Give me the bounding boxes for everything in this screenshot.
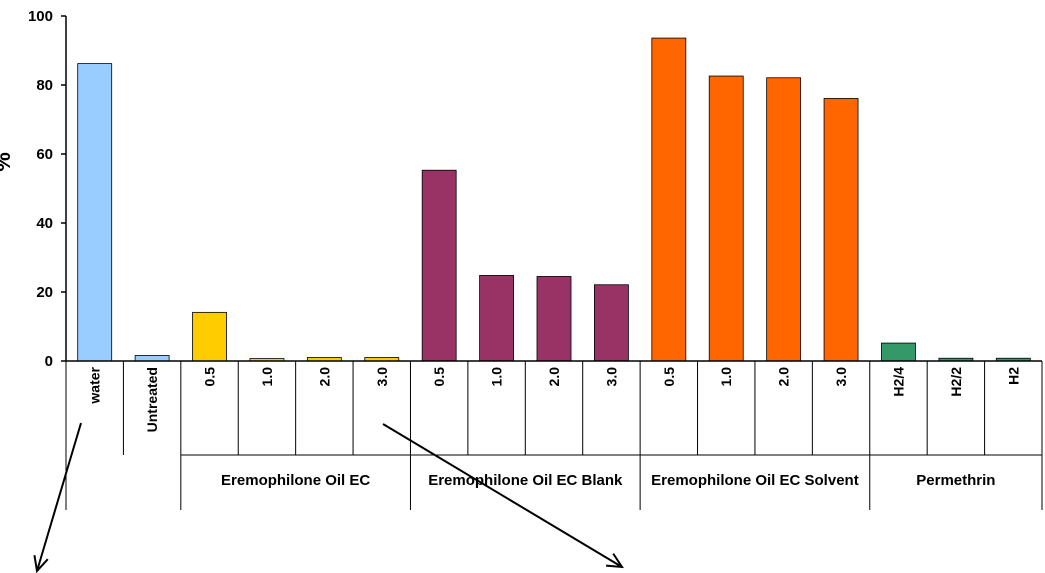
bar-14 xyxy=(881,342,916,362)
x-category-label-9: 3.0 xyxy=(603,367,619,387)
arrow-right-head xyxy=(605,553,624,569)
x-category-label-7: 1.0 xyxy=(489,367,505,387)
x-category-label-11: 1.0 xyxy=(718,367,734,387)
bar-8 xyxy=(536,276,572,362)
labels-layer: 0 20 40 60 80 100 water Untreated 0.5 1.0 2.0 3.0 0.… xyxy=(28,8,1021,489)
bar-13 xyxy=(823,98,859,362)
arrow-left xyxy=(36,422,82,572)
x-category-label-13: 3.0 xyxy=(833,367,849,387)
group-label-1: Eremophilone Oil EC Blank xyxy=(428,472,623,489)
x-category-label-4: 2.0 xyxy=(316,367,332,387)
y-tick-label-0: 0 xyxy=(45,353,53,370)
y-tick-label-5: 100 xyxy=(28,8,53,25)
arrow-left-head xyxy=(33,555,49,573)
y-tick-label-3: 60 xyxy=(36,146,53,163)
x-category-label-12: 2.0 xyxy=(776,367,792,387)
x-category-label-3: 1.0 xyxy=(259,367,275,387)
x-category-label-8: 2.0 xyxy=(546,367,562,387)
bar-7 xyxy=(479,275,514,362)
x-category-label-2: 0.5 xyxy=(202,367,218,387)
bar-9 xyxy=(594,284,629,362)
bar-2 xyxy=(192,311,227,362)
y-tick-label-4: 80 xyxy=(36,77,53,94)
x-category-label-15: H2/2 xyxy=(948,367,964,397)
x-category-label-16: H2 xyxy=(1005,367,1021,385)
y-tick-label-1: 20 xyxy=(36,284,53,301)
x-category-label-10: 0.5 xyxy=(661,367,677,387)
bar-11 xyxy=(708,75,744,362)
x-category-label-0: water xyxy=(87,366,103,404)
group-label-2: Eremophilone Oil EC Solvent xyxy=(651,472,859,489)
annotation-arrows xyxy=(33,422,624,573)
bar-6 xyxy=(421,169,457,362)
x-category-label-14: H2/4 xyxy=(890,367,906,397)
axes-layer xyxy=(61,15,1043,510)
y-axis-label: % xyxy=(0,152,15,172)
y-tick-label-2: 40 xyxy=(36,215,53,232)
group-label-0: Eremophilone Oil EC xyxy=(221,472,370,489)
x-category-label-5: 3.0 xyxy=(374,367,390,387)
x-category-label-6: 0.5 xyxy=(431,367,447,387)
bar-1 xyxy=(134,355,170,362)
bar-0 xyxy=(77,63,113,362)
bar-10 xyxy=(651,37,687,362)
x-category-label-1: Untreated xyxy=(144,367,160,432)
arrow-right xyxy=(382,423,623,568)
bar-12 xyxy=(766,77,802,362)
group-label-3: Permethrin xyxy=(916,472,995,489)
bars-layer xyxy=(77,37,1031,362)
